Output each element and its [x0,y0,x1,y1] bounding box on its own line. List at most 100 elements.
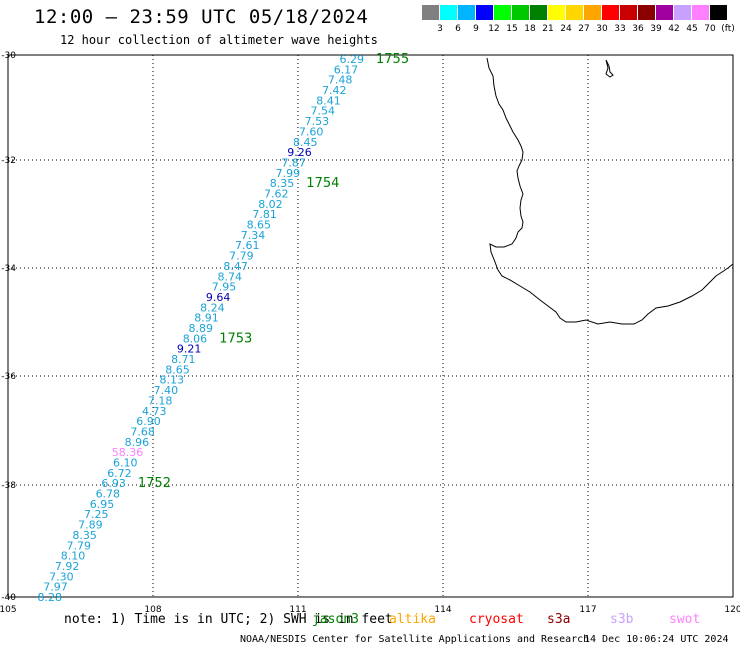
colorbar-swatch [584,5,601,20]
wave-height-value: 7.42 [322,84,347,97]
wave-height-value: 7.97 [43,581,68,594]
wave-height-value: 8.65 [165,363,190,376]
wave-height-value: 6.93 [101,477,126,490]
wave-height-value: 9.64 [206,291,231,304]
colorbar-label: 30 [596,24,608,34]
colorbar-swatch [566,5,583,20]
wave-height-value: 8.24 [200,301,225,314]
lat-tick-label: -40 [1,593,16,603]
colorbar-label: 27 [578,24,590,34]
wave-height-value: 7.68 [130,425,155,438]
footer-credit: NOAA/NESDIS Center for Satellite Applica… [240,634,590,645]
wave-height-value: 9.26 [287,146,312,159]
wave-height-value: 8.45 [293,136,318,149]
wave-height-value: 8.71 [171,353,196,366]
colorbar-swatch [638,5,655,20]
lat-tick-label: -38 [1,481,16,491]
wave-height-value: 7.34 [241,229,266,242]
wave-height-value: 8.10 [61,550,86,563]
lon-tick-label: 114 [434,605,451,615]
wave-height-value: 58.36 [112,446,144,459]
wave-height-value: 7.99 [276,167,301,180]
colorbar-swatch [692,5,709,20]
wave-height-value: 6.90 [136,415,161,428]
colorbar-units: (ft) [721,24,735,34]
island-outline [605,59,614,78]
lon-tick-label: 108 [144,605,161,615]
wave-height-value: 8.41 [316,94,341,107]
wave-height-value: 7.79 [67,539,92,552]
wave-height-value: 8.06 [183,332,208,345]
colorbar-swatch [602,5,619,20]
colorbar-swatch [422,5,439,20]
wave-height-value: 6.17 [334,63,359,76]
coastline [486,57,734,325]
wave-height-value: 7.89 [78,519,103,532]
wave-height-value: 4.73 [142,405,167,418]
wave-height-value: 7.48 [328,74,353,87]
colorbar-swatch [710,5,727,20]
wave-height-value: 6.78 [96,488,121,501]
colorbar-label: 70 [704,24,716,34]
wave-height-value: 6.10 [113,457,138,470]
colorbar-swatch [494,5,511,20]
wave-height-value: 8.28 [38,591,63,604]
footer-note: note: 1) Time is in UTC; 2) SWH is in fe… [64,612,393,627]
wave-height-value: 7.53 [305,115,330,128]
lon-tick-label: 105 [0,605,17,615]
wave-height-value: 7.18 [148,394,173,407]
colorbar-label: 36 [632,24,644,34]
colorbar-swatch [476,5,493,20]
colorbar-label: 21 [542,24,554,34]
wave-height-value: 7.95 [212,281,237,294]
map-frame [7,54,734,598]
colorbar-swatch [674,5,691,20]
wave-height-value: 8.74 [218,270,243,283]
wave-height-value: 7.79 [229,250,254,263]
wave-height-value: 9.21 [177,343,202,356]
wave-height-value: 6.29 [340,53,365,66]
wave-height-value: 8.35 [72,529,97,542]
satellite-legend-cryosat: cryosat [469,612,524,627]
wave-height-value: 7.54 [310,105,335,118]
wave-height-value: 6.72 [107,467,132,480]
colorbar-label: 24 [560,24,572,34]
wave-height-value: 8.35 [270,177,295,190]
satellite-legend-s3b: s3b [610,612,634,627]
colorbar-swatch [548,5,565,20]
colorbar-label: 18 [524,24,536,34]
map-grid [8,55,733,597]
wave-height-value: 8.65 [247,219,272,232]
wave-height-value: 8.96 [125,436,150,449]
lat-tick-label: -30 [1,51,16,61]
pass-time-label: 1752 [138,476,171,491]
wave-height-value: 8.13 [159,374,184,387]
wave-height-value: 8.02 [258,198,283,211]
lon-tick-label: 117 [579,605,596,615]
wave-height-value: 7.87 [281,156,306,169]
colorbar-label: 9 [473,24,479,34]
wave-height-value: 6.95 [90,498,115,511]
colorbar-swatch [512,5,529,20]
wave-height-value: 8.47 [223,260,248,273]
page-subtitle: 12 hour collection of altimeter wave hei… [60,33,378,47]
pass-time-label: 1754 [306,176,339,191]
satellite-legend-altika: altika [389,612,436,627]
satellite-legend-jason3: jason3 [312,612,359,627]
wave-height-value: 7.30 [49,570,74,583]
colorbar-swatch [458,5,475,20]
colorbar-label: 15 [506,24,518,34]
wave-height-value: 7.81 [252,208,277,221]
colorbar-swatch [530,5,547,20]
page-title: 12:00 — 23:59 UTC 05/18/2024 [34,6,369,28]
lon-tick-label: 111 [289,605,306,615]
colorbar-swatch [620,5,637,20]
satellite-legend-swot: swot [669,612,701,627]
wave-height-value: 7.62 [264,188,289,201]
footer-generated-timestamp: 14 Dec 10:06:24 UTC 2024 [584,634,729,645]
axis-tick-labels: 105 108 111 114 117 120 -30 -32 -34 -36 -38 -40 [0,51,740,615]
colorbar-label: 39 [650,24,662,34]
colorbar-swatch [440,5,457,20]
wave-height-value: 8.91 [194,312,219,325]
